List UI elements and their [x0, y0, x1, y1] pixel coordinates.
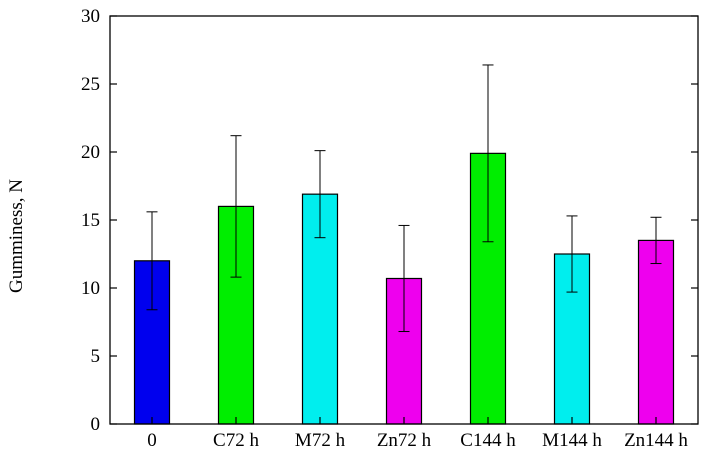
x-tick-label: M144 h [542, 430, 602, 451]
plot-frame [109, 15, 699, 425]
y-tick-label: 0 [91, 414, 101, 435]
y-tick-label: 30 [81, 6, 100, 27]
y-tick-label: 15 [81, 210, 100, 231]
y-tick-label: 20 [81, 142, 100, 163]
x-tick-label: C144 h [460, 430, 516, 451]
x-tick-label: Zn144 h [624, 430, 688, 451]
x-tick-label: 0 [147, 430, 157, 451]
bar [385, 277, 423, 425]
y-tick-label: 25 [81, 74, 100, 95]
ticks-layer: 0 5 10 15 20 25 30 0 C72 h M72 h Zn72 h C144 h M144 … [81, 6, 698, 451]
error-bars-layer [146, 64, 662, 333]
y-tick-label: 5 [91, 346, 101, 367]
x-tick-label: M72 h [295, 430, 346, 451]
y-axis-title: Gumminess, N [6, 179, 27, 293]
y-tick-label: 10 [81, 278, 100, 299]
bar [637, 239, 675, 425]
x-tick-label: Zn72 h [377, 430, 432, 451]
x-tick-label: C72 h [213, 430, 259, 451]
